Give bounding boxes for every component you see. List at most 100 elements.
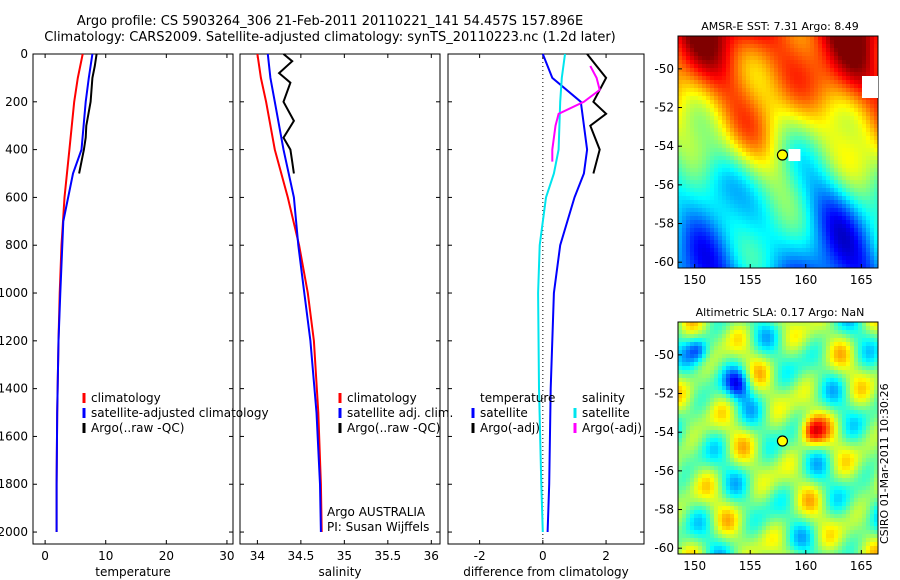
heatmap-cell [818, 88, 823, 93]
heatmap-cell [846, 136, 851, 141]
heatmap-cell [686, 326, 691, 331]
heatmap-cell [682, 264, 687, 269]
heatmap-cell [690, 188, 695, 193]
heatmap-cell [846, 466, 851, 471]
heatmap-cell [770, 116, 775, 121]
heatmap-cell [850, 442, 855, 447]
heatmap-cell [678, 374, 683, 379]
heatmap-cell [718, 462, 723, 467]
heatmap-cell [766, 402, 771, 407]
heatmap-cell [722, 466, 727, 471]
heatmap-cell [730, 196, 735, 201]
heatmap-cell [686, 386, 691, 391]
heatmap-cell [702, 68, 707, 73]
heatmap-cell [790, 334, 795, 339]
heatmap-cell [750, 48, 755, 53]
heatmap-cell [794, 244, 799, 249]
heatmap-cell [806, 326, 811, 331]
heatmap-cell [678, 128, 683, 133]
heatmap-cell [762, 386, 767, 391]
heatmap-cell [834, 334, 839, 339]
heatmap-cell [714, 120, 719, 125]
heatmap-cell [682, 434, 687, 439]
heatmap-cell [690, 108, 695, 113]
heatmap-cell [842, 160, 847, 165]
heatmap-cell [702, 76, 707, 81]
heatmap-cell [702, 330, 707, 335]
heatmap-cell [870, 426, 875, 431]
heatmap-cell [818, 458, 823, 463]
heatmap-cell [742, 96, 747, 101]
heatmap-cell [786, 148, 791, 153]
heatmap-cell [778, 44, 783, 49]
heatmap-cell [702, 84, 707, 89]
heatmap-cell [730, 398, 735, 403]
heatmap-cell [818, 346, 823, 351]
heatmap-cell [766, 172, 771, 177]
heatmap-cell [798, 64, 803, 69]
heatmap-cell [702, 116, 707, 121]
heatmap-cell [838, 144, 843, 149]
heatmap-cell [778, 200, 783, 205]
heatmap-cell [750, 232, 755, 237]
heatmap-cell [766, 120, 771, 125]
heatmap-cell [746, 370, 751, 375]
heatmap-cell [846, 248, 851, 253]
heatmap-cell [718, 346, 723, 351]
heatmap-cell [762, 120, 767, 125]
heatmap-cell [782, 466, 787, 471]
heatmap-cell [754, 402, 759, 407]
heatmap-cell [766, 366, 771, 371]
heatmap-cell [702, 48, 707, 53]
heatmap-cell [706, 92, 711, 97]
heatmap-cell [746, 442, 751, 447]
heatmap-cell [762, 260, 767, 265]
heatmap-cell [822, 192, 827, 197]
heatmap-cell [702, 414, 707, 419]
heatmap-cell [746, 156, 751, 161]
heatmap-cell [762, 96, 767, 101]
heatmap-cell [834, 442, 839, 447]
heatmap-cell [842, 152, 847, 157]
heatmap-cell [694, 462, 699, 467]
heatmap-cell [706, 192, 711, 197]
heatmap-cell [770, 406, 775, 411]
heatmap-cell [866, 164, 871, 169]
heatmap-cell [818, 216, 823, 221]
heatmap-cell [854, 410, 859, 415]
heatmap-cell [798, 176, 803, 181]
heatmap-cell [846, 434, 851, 439]
heatmap-cell [790, 132, 795, 137]
heatmap-cell [682, 44, 687, 49]
heatmap-cell [694, 132, 699, 137]
heatmap-cell [858, 208, 863, 213]
heatmap-cell [766, 338, 771, 343]
heatmap-cell [862, 430, 867, 435]
heatmap-cell [698, 112, 703, 117]
heatmap-cell [842, 454, 847, 459]
heatmap-cell [758, 458, 763, 463]
heatmap-cell [714, 350, 719, 355]
heatmap-cell [694, 240, 699, 245]
heatmap-cell [786, 212, 791, 217]
heatmap-cell [682, 84, 687, 89]
heatmap-cell [798, 394, 803, 399]
heatmap-cell [686, 248, 691, 253]
heatmap-cell [850, 362, 855, 367]
heatmap-cell [806, 40, 811, 45]
heatmap-cell [842, 426, 847, 431]
heatmap-cell [698, 346, 703, 351]
heatmap-cell [730, 44, 735, 49]
heatmap-cell [854, 248, 859, 253]
heatmap-cell [874, 40, 879, 45]
heatmap-cell [710, 378, 715, 383]
heatmap-cell [742, 48, 747, 53]
heatmap-cell [774, 224, 779, 229]
heatmap-cell [822, 244, 827, 249]
heatmap-cell [826, 124, 831, 129]
heatmap-cell [854, 88, 859, 93]
heatmap-cell [706, 346, 711, 351]
heatmap-cell [846, 240, 851, 245]
heatmap-cell [858, 422, 863, 427]
heatmap-cell [834, 264, 839, 269]
